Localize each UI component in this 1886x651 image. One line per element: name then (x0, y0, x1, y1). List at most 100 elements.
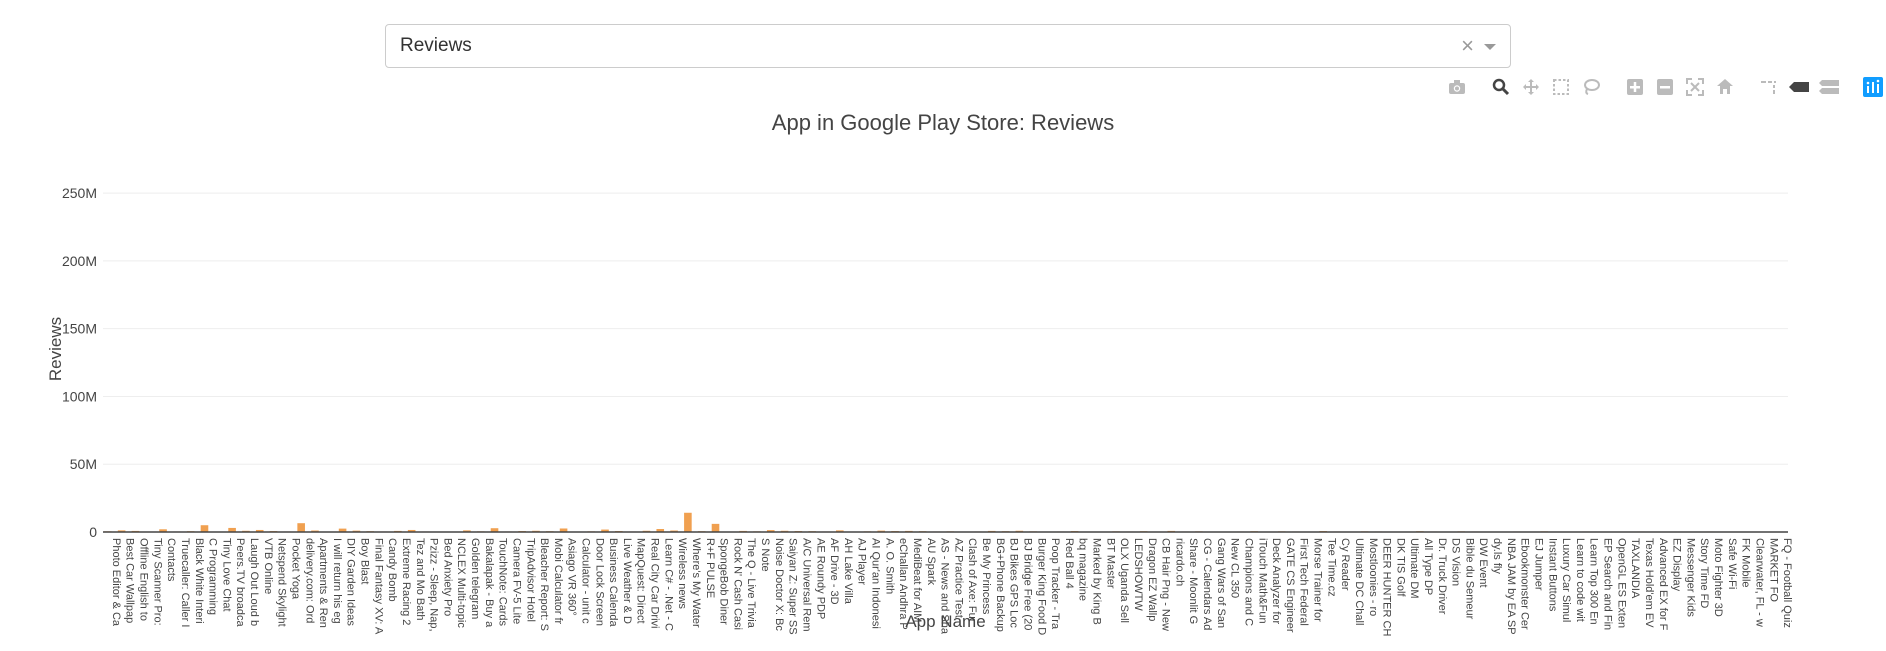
x-tick-label: Dragon EZ Wallp (1146, 538, 1158, 621)
bars (104, 512, 1783, 533)
x-tick-label: Pocket Yoga (289, 538, 301, 600)
x-tick-label: Real City Car Drivi (649, 538, 661, 628)
pan-icon[interactable] (1518, 76, 1544, 98)
x-tick-label: Tiny Scanner Pro: (151, 538, 163, 626)
plotly-modebar (1440, 76, 1886, 98)
x-tick-label: BT Master (1104, 538, 1116, 589)
x-tick-label: GATE CS Engineer (1284, 538, 1296, 633)
box-select-icon[interactable] (1548, 76, 1574, 98)
x-tick-label: SpongeBob Diner (718, 538, 730, 625)
bar[interactable] (297, 523, 305, 532)
x-tick-labels: Photo Editor & Ca Best Car Wallpap Offline… (110, 538, 1793, 636)
x-tick-label: NBA JAM by EA SP (1505, 538, 1517, 635)
x-tick-label: Best Car Wallpap (124, 538, 136, 623)
bar[interactable] (463, 530, 471, 532)
y-tick-labels: 0 50M 100M 150M 200M 250M (62, 185, 97, 540)
x-tick-label: EZ Display (1671, 538, 1683, 592)
x-tick-label: Noise Doctor X: Bc (773, 538, 785, 631)
x-tick-label: Door Lock Screen (593, 538, 605, 626)
reset-axes-icon[interactable] (1712, 76, 1738, 98)
x-tick-label: DEER HUNTER CH (1381, 538, 1393, 636)
x-tick-label: Final Fantasy XV: A (372, 538, 384, 635)
bar[interactable] (200, 525, 209, 532)
x-tick-label: Contacts (165, 538, 177, 582)
x-tick-label: Bleacher Report: S (538, 538, 550, 631)
zoom-icon[interactable] (1488, 76, 1514, 98)
camera-icon[interactable] (1444, 76, 1470, 98)
x-tick-label: BJ Bikes GPS Loc (1008, 538, 1020, 628)
zoom-out-icon[interactable] (1652, 76, 1678, 98)
x-tick-label: VTB Online (262, 538, 274, 594)
column-dropdown[interactable]: Reviews × (385, 24, 1511, 68)
x-tick-label: Rock N' Cash Casi (731, 538, 743, 630)
x-tick-label: Where's My Water (690, 538, 702, 628)
bar[interactable] (656, 529, 665, 532)
bar[interactable] (601, 529, 609, 532)
x-tick-label: DIY Garden Ideas (345, 538, 357, 626)
x-tick-label: Marked by King B (1091, 538, 1103, 625)
bar[interactable] (117, 530, 126, 532)
x-tick-label: MapQuest: Direct (635, 538, 647, 624)
bar[interactable] (559, 528, 568, 532)
x-tick-label: Deck Analyzer for (1270, 538, 1282, 625)
bar[interactable] (255, 529, 264, 532)
x-tick-label: AH Lake Villa (842, 538, 854, 605)
x-tick-label: DK TIS Golf (1394, 538, 1406, 597)
bar[interactable] (684, 512, 692, 532)
x-tick-label: I will return his eg (331, 538, 343, 624)
y-tick-label: 50M (70, 456, 97, 472)
x-tick-label: Live Weather & D (621, 538, 633, 624)
x-tick-label: Extreme Racing 2 (400, 538, 412, 625)
x-tick-label: Poop Tracker - Tra (1049, 538, 1061, 630)
bar[interactable] (228, 527, 236, 532)
x-tick-label: All Type DP (1422, 538, 1434, 595)
x-tick-label: AU Spark (925, 538, 937, 586)
lasso-select-icon[interactable] (1578, 76, 1604, 98)
x-tick-label: Red Ball 4 (1063, 538, 1075, 589)
autoscale-icon[interactable] (1682, 76, 1708, 98)
bar[interactable] (338, 528, 347, 532)
x-tick-label: Golden telegram (469, 538, 481, 619)
x-tick-label: Pzizz - Sleep, Nap, (428, 538, 440, 632)
x-tick-label: Champions and C (1242, 538, 1254, 626)
x-tick-label: Burger King Food D (1035, 538, 1047, 635)
spike-lines-icon[interactable] (1756, 76, 1782, 98)
x-tick-label: Tez and Mo Bath (414, 538, 426, 621)
bar[interactable] (711, 523, 720, 532)
x-tick-label: AE Roundy PDP (814, 538, 826, 619)
bar[interactable] (836, 530, 844, 532)
x-tick-label: Black White Interi (193, 538, 205, 624)
x-tick-label: bq magazine (1077, 538, 1089, 601)
x-tick-label: C Programming (207, 538, 219, 615)
bar[interactable] (159, 529, 167, 532)
x-tick-label: AJ Player (856, 538, 868, 585)
x-tick-label: Bible du Semeur (1463, 538, 1475, 620)
x-tick-label: Mostloonies - ro (1367, 538, 1379, 616)
hover-compare-icon[interactable] (1816, 76, 1842, 98)
x-tick-label: Ultimate DM (1408, 538, 1420, 599)
x-tick-label: BG+Phone Backup (994, 538, 1006, 632)
x-tick-label: EJ Jumper (1532, 538, 1544, 591)
x-tick-label: AZ Practice Test (952, 538, 964, 618)
x-tick-label: Ebookmonster Cer (1519, 538, 1531, 630)
bar[interactable] (407, 529, 416, 532)
chevron-down-icon[interactable] (1484, 44, 1496, 50)
bar[interactable] (766, 530, 775, 532)
x-tick-label: AF Drive - 3D (828, 538, 840, 605)
hover-closest-icon[interactable] (1786, 76, 1812, 98)
plotly-logo-icon[interactable] (1860, 76, 1886, 98)
x-tick-label: CB Hair Png - New (1160, 538, 1172, 631)
bar[interactable] (490, 528, 499, 532)
x-tick-label: New CL 350 (1229, 538, 1241, 598)
x-tick-label: Advanced EX for F (1657, 538, 1669, 631)
x-tick-label: Mobi Calculator fr (552, 538, 564, 625)
clear-icon[interactable]: × (1461, 33, 1474, 58)
x-tick-label: delivery.com: Ord (303, 538, 315, 623)
zoom-in-icon[interactable] (1622, 76, 1648, 98)
x-tick-label: TripAdvisor Hotel (524, 538, 536, 622)
x-tick-label: Moto Fighter 3D (1712, 538, 1724, 617)
x-tick-label: Learn to code wit (1574, 538, 1586, 622)
x-tick-label: TouchNote: Cards (497, 538, 509, 627)
x-tick-label: Clearwater, FL - w (1753, 538, 1765, 627)
x-tick-label: LEDSHOWTW (1132, 538, 1144, 611)
